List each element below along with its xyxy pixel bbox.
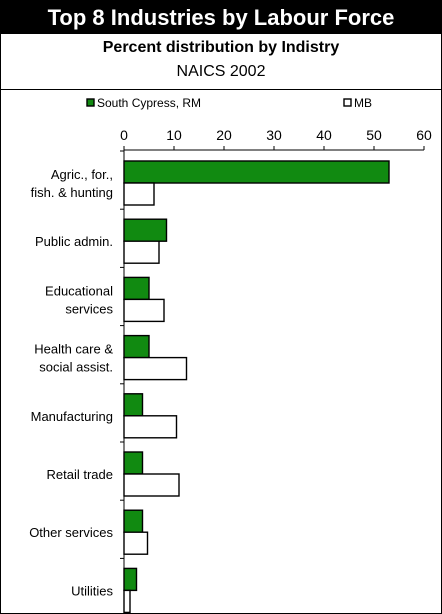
chart-subtitle: Percent distribution by Indistry xyxy=(102,39,340,56)
bar-south-cypress-5 xyxy=(123,393,144,417)
chart-classification-note: NAICS 2002 xyxy=(176,63,266,80)
category-label: Health care & xyxy=(34,342,113,357)
bar-south-cypress-1 xyxy=(123,160,390,184)
x-tick-label: 10 xyxy=(166,127,182,143)
bar-south-cypress-7 xyxy=(123,509,144,533)
bar-south-cypress-3 xyxy=(123,276,150,301)
legend-swatch-1 xyxy=(86,98,95,107)
bar-mb-8 xyxy=(123,589,131,613)
x-axis-tick-labels: 0 10 20 30 40 50 60 xyxy=(120,127,432,143)
category-labels: Agric., for., fish. & hunting Public admin… xyxy=(29,167,113,598)
bars xyxy=(123,160,390,613)
category-label: services xyxy=(65,301,113,316)
bar-south-cypress-6 xyxy=(123,451,144,475)
category-label: Other services xyxy=(29,525,113,540)
x-tick-label: 40 xyxy=(316,127,332,143)
x-tick-label: 0 xyxy=(120,127,128,143)
bar-mb-7 xyxy=(123,531,149,555)
bar-mb-3 xyxy=(123,298,165,323)
header-divider xyxy=(1,89,441,90)
category-label: Utilities xyxy=(71,583,113,598)
bar-mb-4 xyxy=(123,356,188,381)
category-label: Agric., for., xyxy=(51,167,113,182)
legend-swatch-2 xyxy=(343,98,352,107)
category-label: Manufacturing xyxy=(31,409,113,424)
category-label: Retail trade xyxy=(47,467,113,482)
bar-mb-6 xyxy=(123,473,180,497)
x-tick-label: 60 xyxy=(416,127,432,143)
legend-label-1: South Cypress, RM xyxy=(97,96,201,110)
bar-south-cypress-2 xyxy=(123,218,168,242)
category-label: social assist. xyxy=(39,360,113,375)
x-tick-label: 30 xyxy=(266,127,282,143)
category-label: Educational xyxy=(45,283,113,298)
bar-mb-2 xyxy=(123,240,160,264)
x-tick-label: 20 xyxy=(216,127,232,143)
legend: South Cypress, RM MB xyxy=(86,96,372,110)
bar-south-cypress-8 xyxy=(123,567,138,592)
bar-mb-1 xyxy=(123,182,155,206)
category-label: fish. & hunting xyxy=(31,185,113,200)
bar-south-cypress-4 xyxy=(123,334,150,359)
chart-title: Top 8 Industries by Labour Force xyxy=(1,1,441,34)
x-tick-label: 50 xyxy=(366,127,382,143)
bar-mb-5 xyxy=(123,415,178,439)
legend-label-2: MB xyxy=(354,96,372,110)
category-label: Public admin. xyxy=(35,234,113,249)
